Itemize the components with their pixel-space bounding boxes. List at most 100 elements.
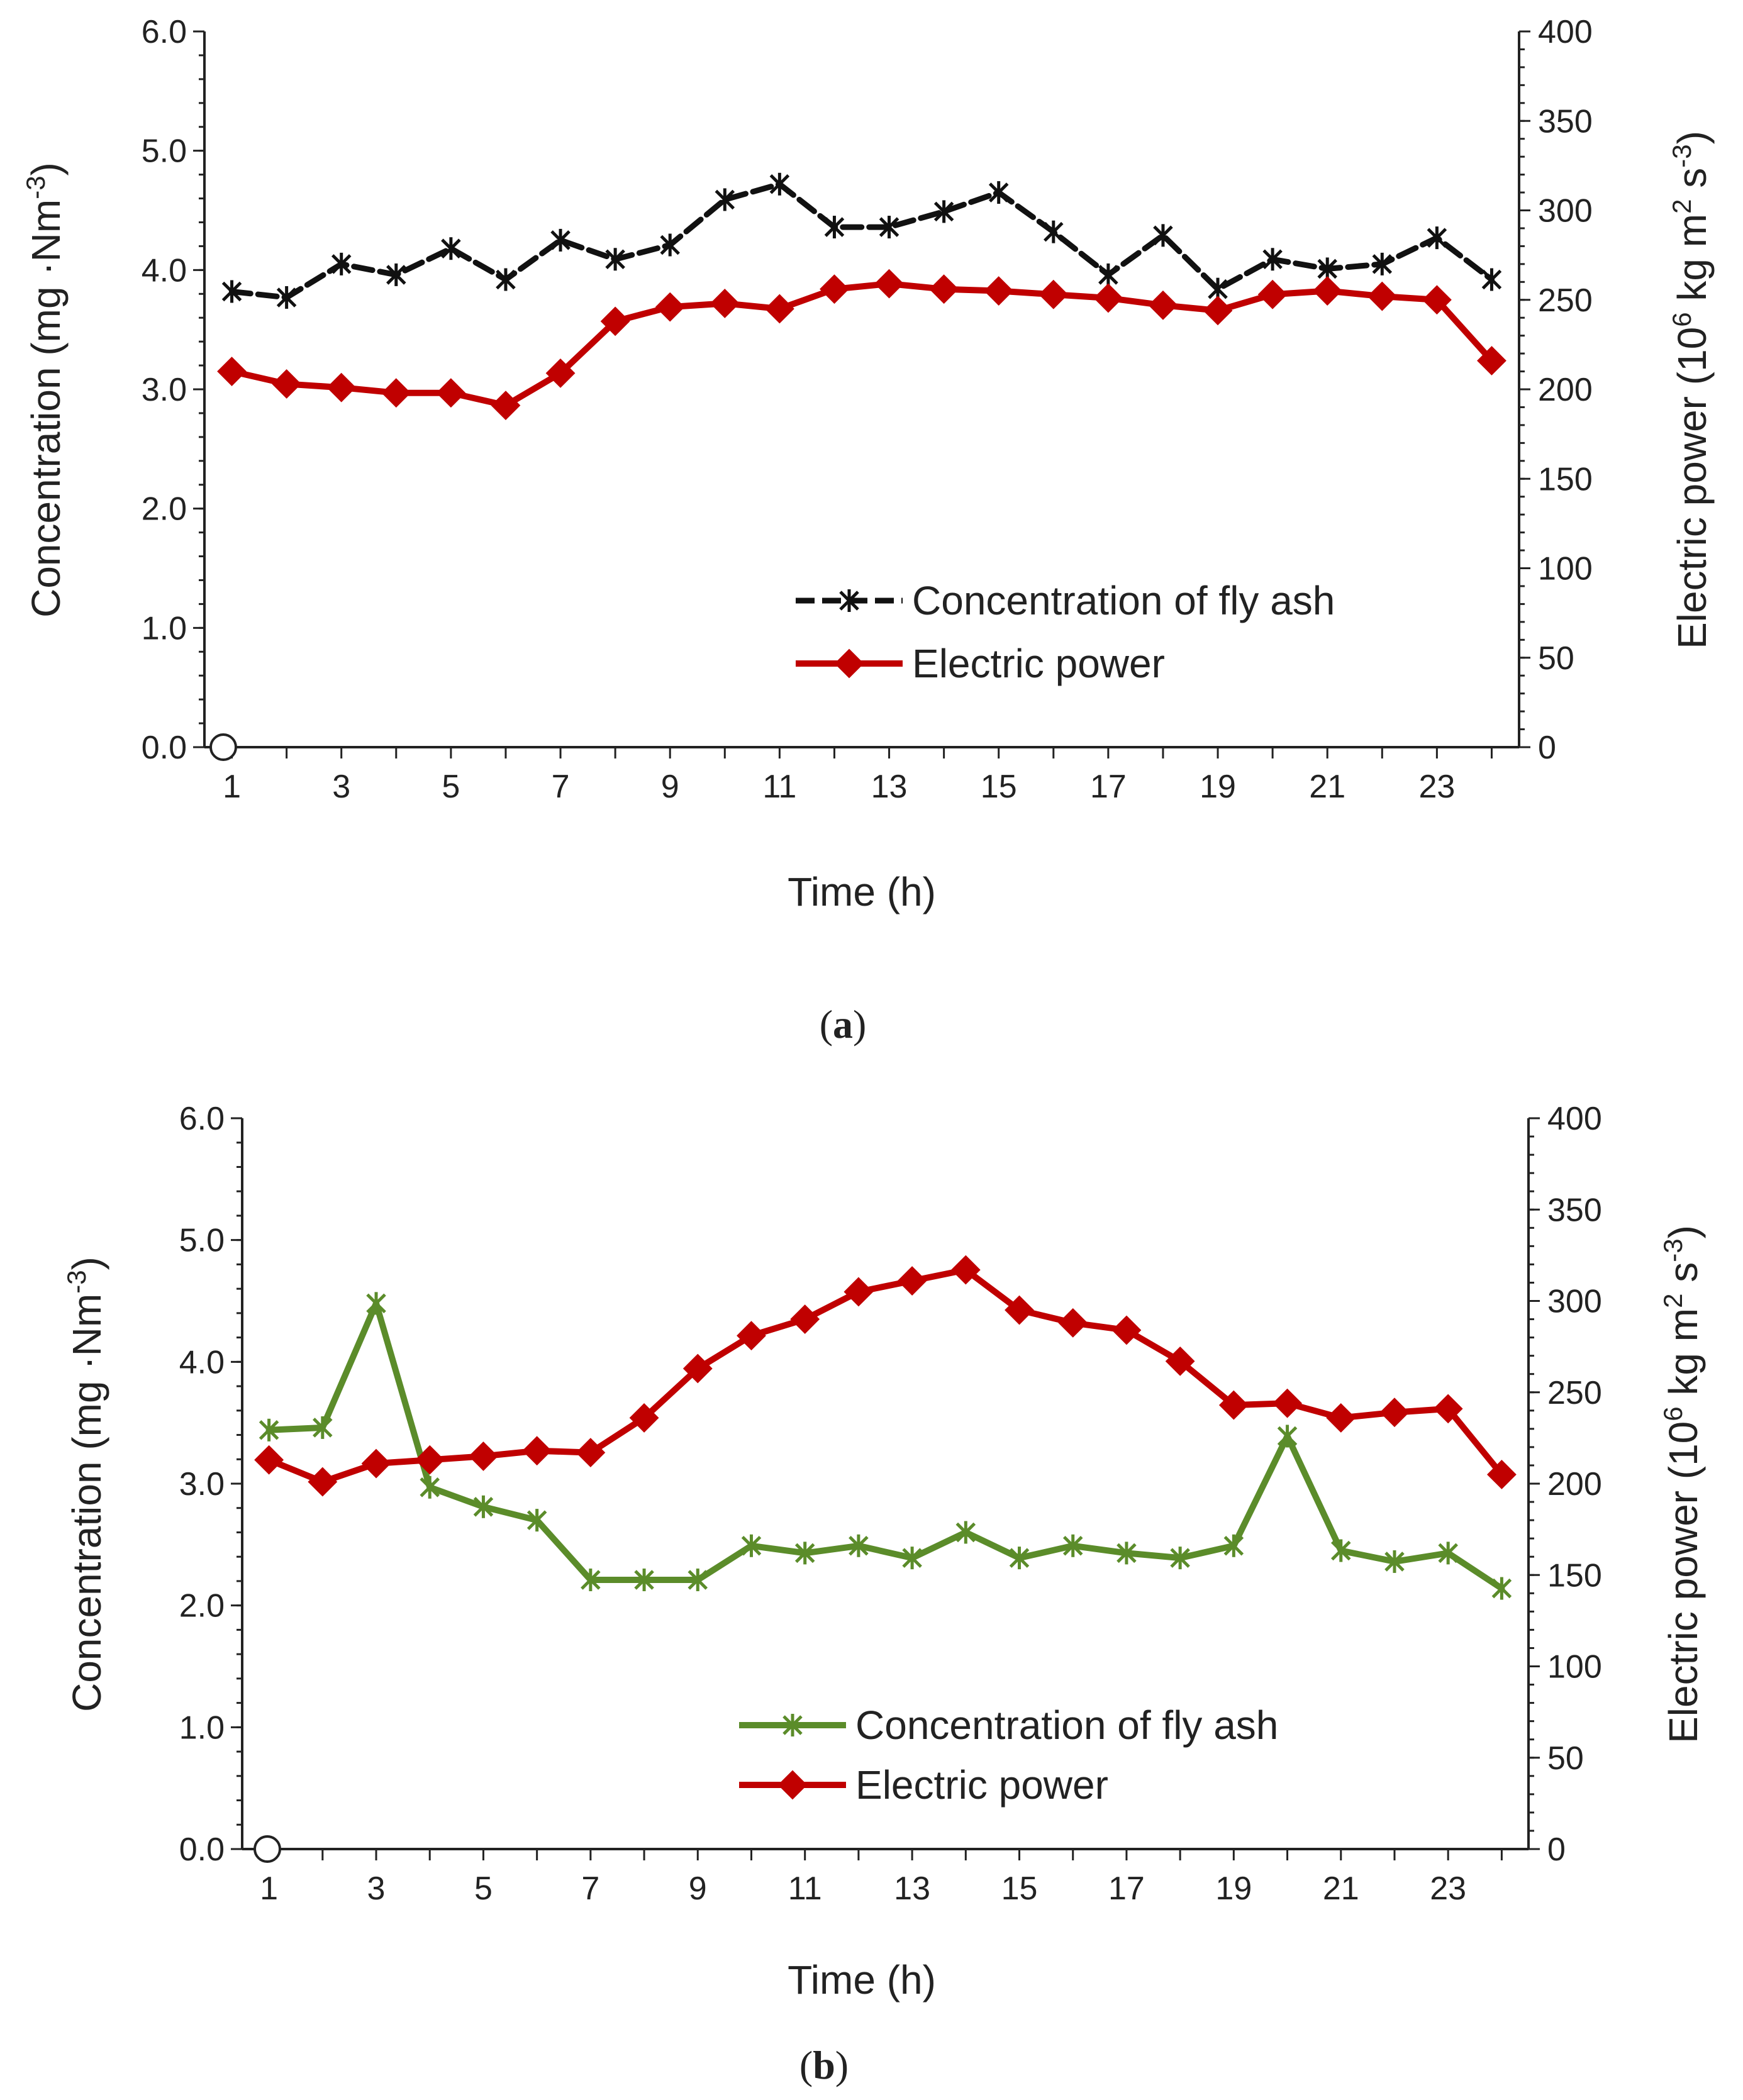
left-y-tick-label-b-2.0: 2.0 <box>179 1588 225 1625</box>
legend-marker-concentration-b <box>782 1714 803 1736</box>
left-y-tick-label-b-0.0: 0.0 <box>179 1831 225 1868</box>
data-point-b-1-13 <box>897 1266 927 1296</box>
data-point-b-0-21 <box>1331 1539 1351 1562</box>
data-point-a-1-22 <box>1367 281 1397 311</box>
data-point-b-0-12 <box>849 1534 869 1557</box>
left-y-tick-label-a-2.0: 2.0 <box>142 491 187 528</box>
right-y-title-sup2-a: 2 <box>1667 199 1696 214</box>
left-y-axis-title-a: Concentration (mg ·Nm-3) <box>21 162 69 618</box>
data-point-b-0-11 <box>794 1542 815 1565</box>
data-point-b-0-19 <box>1223 1534 1244 1557</box>
legend-marker-glyph-b-1 <box>777 1770 808 1800</box>
left-y-title-sup-b: -3 <box>62 1270 91 1293</box>
x-tick-label-a-7: 7 <box>552 769 570 805</box>
data-point-b-0-13 <box>902 1547 922 1570</box>
data-point-b-0-6 <box>526 1509 547 1532</box>
x-tick-label-a-17: 17 <box>1090 769 1127 805</box>
data-point-a-0-20 <box>1262 248 1283 271</box>
data-point-b-0-14 <box>955 1521 976 1544</box>
data-point-b-0-9 <box>688 1568 708 1591</box>
legend-label-concentration-a: Concentration of fly ash <box>912 578 1335 623</box>
series-line-b-1 <box>265 1267 1505 1486</box>
data-point-b-0-7 <box>581 1568 601 1591</box>
data-point-a-0-1 <box>221 280 242 303</box>
data-point-b-1-1 <box>254 1445 284 1475</box>
right-y-title-mid2-b: s <box>1661 1262 1706 1294</box>
data-point-b-1-21 <box>1326 1403 1356 1433</box>
data-point-b-0-2 <box>313 1416 333 1439</box>
left-y-tick-label-b-5.0: 5.0 <box>179 1223 225 1259</box>
data-point-a-0-10 <box>715 188 735 211</box>
legend-marker-concentration-a <box>839 589 859 612</box>
x-tick-label-a-23: 23 <box>1418 769 1455 805</box>
data-point-b-1-4 <box>415 1445 445 1475</box>
series-line-b-0 <box>265 1300 1505 1592</box>
data-point-b-1-16 <box>1058 1308 1088 1338</box>
data-point-b-1-9 <box>682 1353 713 1384</box>
right-y-title-end-a: ) <box>1669 131 1715 144</box>
data-point-b-1-22 <box>1379 1397 1410 1428</box>
x-tick-label-b-23: 23 <box>1430 1870 1466 1907</box>
left-y-tick-label-a-1.0: 1.0 <box>142 610 187 647</box>
right-y-axis-title-a: Electric power (106 kg m2 s-3) <box>1667 131 1715 649</box>
data-point-a-0-3 <box>331 252 352 275</box>
origin-marker-a <box>209 733 237 761</box>
left-y-tick-labels-a: 0.0 1.0 2.0 3.0 4.0 5.0 6.0 <box>142 14 187 766</box>
data-point-b-1-8 <box>629 1403 659 1433</box>
data-point-b-0-8 <box>634 1568 654 1591</box>
series-line-a-1 <box>228 281 1495 409</box>
right-y-tick-label-b-50: 50 <box>1547 1740 1584 1777</box>
x-tick-label-a-15: 15 <box>981 769 1017 805</box>
x-axis-title-b: Time (h) <box>788 1957 936 2003</box>
data-point-a-1-16 <box>1039 279 1069 309</box>
right-y-title-end-b: ) <box>1661 1225 1706 1238</box>
x-tick-label-a-11: 11 <box>762 769 796 805</box>
legend-marker-glyph-a-1 <box>834 648 864 679</box>
data-point-a-0-13 <box>879 216 899 239</box>
legend-marker-glyph-b-0 <box>782 1714 803 1736</box>
x-tick-labels-a: 1 3 5 7 9 11 13 15 17 19 21 23 <box>223 769 1455 805</box>
data-point-b-0-16 <box>1062 1534 1083 1557</box>
right-y-tick-label-a-200: 200 <box>1538 372 1593 408</box>
data-point-a-1-3 <box>326 372 357 403</box>
data-point-b-1-3 <box>361 1448 391 1479</box>
right-y-title-sup3-b: -3 <box>1658 1238 1688 1262</box>
right-y-title-main-b: Electric power (10 <box>1661 1421 1706 1743</box>
right-y-title-mid-b: kg m <box>1661 1308 1706 1406</box>
right-y-tick-label-a-250: 250 <box>1538 282 1593 319</box>
data-point-a-1-11 <box>764 294 794 324</box>
x-tick-label-a-1: 1 <box>223 769 241 805</box>
data-point-a-1-14 <box>929 274 959 304</box>
data-point-b-1-15 <box>1005 1295 1034 1325</box>
legend-b: Concentration of fly ash Electric power <box>739 1703 1278 1808</box>
data-point-b-0-17 <box>1117 1542 1137 1565</box>
data-point-b-1-17 <box>1111 1315 1142 1345</box>
x-axis-title-a: Time (h) <box>788 869 936 914</box>
data-point-b-1-11 <box>790 1304 820 1334</box>
data-point-b-0-1 <box>259 1418 279 1442</box>
legend-label-electric-power-a: Electric power <box>912 641 1165 686</box>
data-point-b-0-18 <box>1170 1547 1190 1570</box>
data-point-b-1-18 <box>1165 1346 1195 1376</box>
data-point-b-1-19 <box>1218 1390 1249 1420</box>
data-point-a-0-18 <box>1153 224 1173 247</box>
x-tick-label-b-17: 17 <box>1108 1870 1145 1907</box>
data-point-b-0-10 <box>741 1534 762 1557</box>
legend-a: Concentration of fly ash Electric power <box>796 578 1335 686</box>
data-point-b-1-6 <box>522 1436 552 1466</box>
x-tick-labels-b: 1 3 5 7 9 11 13 15 17 19 21 23 <box>260 1870 1466 1907</box>
right-y-title-sup1-b: 6 <box>1658 1406 1688 1421</box>
series-layer-b <box>254 1255 1517 1600</box>
left-y-title-end-a: ) <box>23 162 69 175</box>
data-point-a-0-17 <box>1098 263 1118 286</box>
data-point-b-0-4 <box>420 1475 440 1499</box>
data-point-b-0-22 <box>1384 1550 1405 1573</box>
data-point-a-0-22 <box>1372 252 1393 275</box>
x-tick-label-b-21: 21 <box>1323 1870 1359 1907</box>
data-point-a-1-4 <box>381 378 411 408</box>
right-y-tick-label-b-300: 300 <box>1547 1284 1602 1320</box>
x-tick-label-a-9: 9 <box>661 769 679 805</box>
data-point-a-1-23 <box>1422 285 1452 315</box>
x-tick-label-a-3: 3 <box>332 769 350 805</box>
series-line-a-0 <box>229 181 1495 301</box>
